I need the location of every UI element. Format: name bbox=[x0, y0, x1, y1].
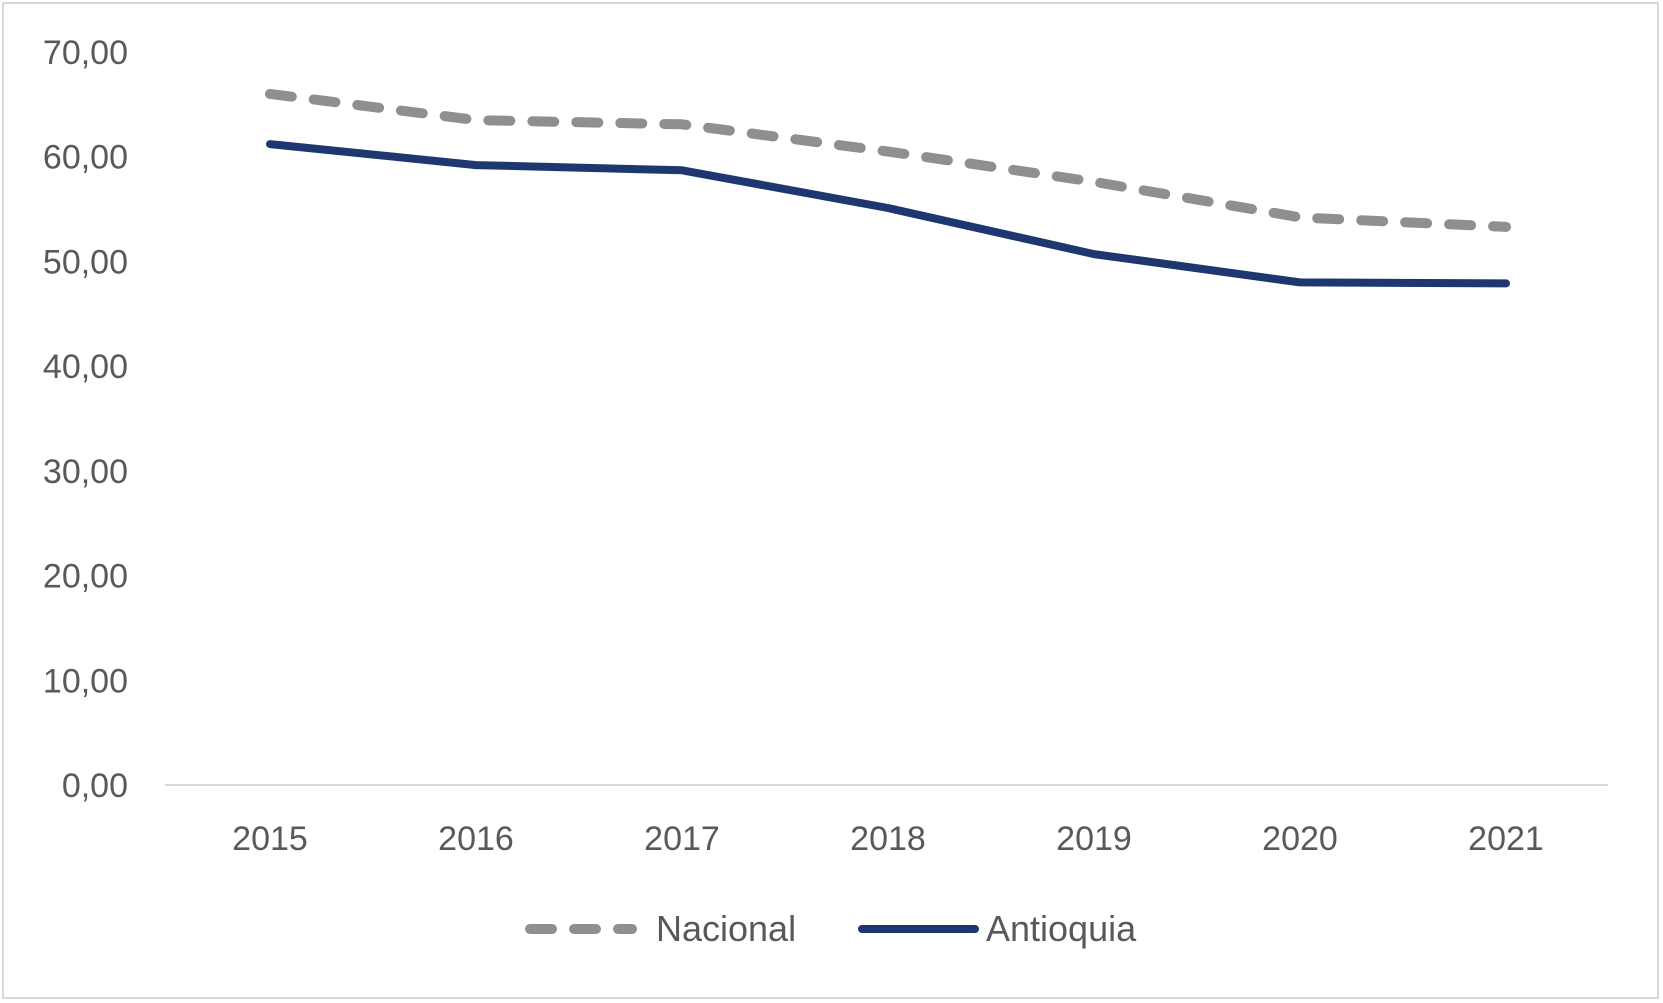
y-tick-label: 30,00 bbox=[43, 453, 128, 491]
series-layer bbox=[265, 88, 1511, 288]
y-tick-label: 40,00 bbox=[43, 348, 128, 386]
y-tick-label: 50,00 bbox=[43, 243, 128, 281]
x-tick-label: 2021 bbox=[1468, 820, 1544, 858]
x-tick-label: 2020 bbox=[1262, 820, 1338, 858]
y-tick-label: 10,00 bbox=[43, 662, 128, 700]
series-line-antioquia bbox=[266, 140, 1510, 288]
legend-label-nacional: Nacional bbox=[656, 908, 796, 949]
x-tick-label: 2017 bbox=[644, 820, 720, 858]
y-tick-label: 60,00 bbox=[43, 139, 128, 177]
legend-label-antioquia: Antioquia bbox=[986, 908, 1137, 949]
x-tick-label: 2018 bbox=[850, 820, 926, 858]
series-line-nacional bbox=[265, 88, 1511, 232]
y-axis-ticks: 0,00 10,00 20,00 30,00 40,00 50,00 60,00 70,00 bbox=[43, 34, 128, 805]
y-tick-label: 70,00 bbox=[43, 34, 128, 72]
x-tick-label: 2019 bbox=[1056, 820, 1132, 858]
x-tick-label: 2015 bbox=[232, 820, 308, 858]
x-tick-label: 2016 bbox=[438, 820, 514, 858]
y-tick-label: 20,00 bbox=[43, 558, 128, 596]
x-axis-ticks: 2015 2016 2017 2018 2019 2020 2021 bbox=[232, 820, 1544, 858]
y-tick-label: 0,00 bbox=[62, 767, 128, 805]
legend: Nacional Antioquia bbox=[525, 908, 1137, 949]
